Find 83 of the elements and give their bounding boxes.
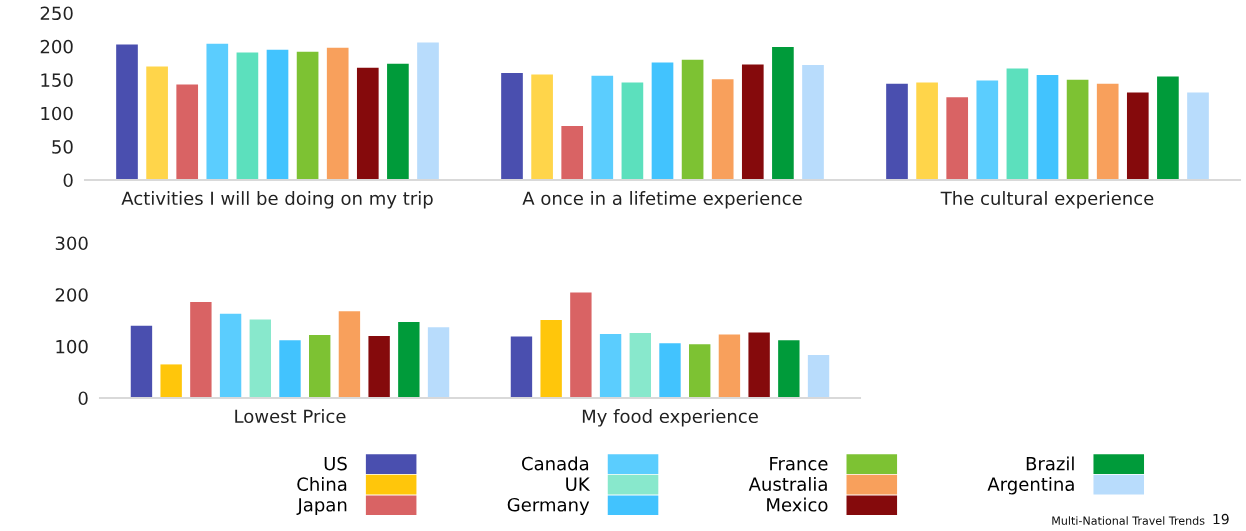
bar [591, 75, 614, 180]
bar [711, 79, 734, 180]
x-tick-label: Lowest Price [235, 409, 346, 424]
y-tick-label: 150 [41, 73, 73, 87]
legend-label: France [770, 456, 828, 471]
bar [160, 364, 182, 398]
bar [1187, 92, 1209, 180]
bar [531, 74, 553, 180]
bar [398, 322, 420, 398]
legend-label: China [297, 477, 347, 491]
bar [621, 82, 644, 180]
bar [219, 313, 242, 398]
bar [387, 63, 409, 180]
bar [116, 44, 138, 180]
bar [748, 332, 770, 398]
bar [266, 49, 289, 180]
legend-label: US [324, 456, 347, 471]
bar [1096, 83, 1119, 180]
legend-label: Australia [748, 477, 827, 491]
bar [206, 43, 229, 180]
bar [130, 325, 153, 398]
bar [1036, 75, 1059, 180]
legend-label: Argentina [987, 477, 1074, 495]
legend-label: Mexico [767, 497, 828, 512]
bar [146, 66, 168, 180]
x-tick-label: My food experience [582, 409, 758, 427]
y-tick-label: 250 [40, 6, 73, 21]
bar [718, 334, 741, 398]
bar [236, 52, 259, 180]
bar [886, 83, 908, 180]
bar [807, 355, 830, 398]
legend-label: Canada [522, 456, 589, 471]
x-tick-label: Activities I will be doing on my trip [121, 191, 433, 209]
x-tick-label: The cultural experience [940, 191, 1154, 209]
bar [417, 42, 439, 180]
y-tick-label: 100 [41, 106, 73, 121]
bar [802, 65, 824, 180]
bar [741, 64, 764, 180]
x-tick-label: A once in a lifetime experience [522, 191, 802, 209]
bar [1066, 79, 1089, 180]
bar [501, 73, 523, 180]
bar [1157, 76, 1179, 180]
text: Multi-National Travel Trends [1052, 516, 1205, 525]
bar [772, 47, 794, 180]
legend-label: Japan [296, 498, 347, 516]
bar [190, 301, 212, 398]
bar [689, 344, 711, 398]
y-tick-label: 200 [55, 288, 88, 302]
bar [296, 51, 319, 180]
bar [570, 292, 592, 398]
bar [368, 336, 390, 398]
legend-label: Germany [507, 497, 590, 516]
bar [778, 340, 800, 398]
y-tick-label: 200 [40, 39, 73, 54]
legend-label: UK [566, 477, 591, 491]
bar [976, 80, 999, 180]
bar [1006, 68, 1029, 180]
bar [599, 333, 622, 398]
bar [338, 311, 361, 398]
bar [510, 336, 533, 398]
y-tick-label: 300 [55, 236, 88, 251]
text: 19 [1213, 513, 1229, 525]
bar [540, 319, 562, 398]
bar [946, 97, 969, 180]
bar [427, 327, 450, 398]
bar [681, 59, 704, 180]
bar [279, 340, 301, 398]
bar [651, 62, 674, 180]
y-tick-label: 0 [63, 173, 73, 188]
bar [561, 125, 584, 180]
y-tick-label: 0 [78, 391, 88, 406]
bar [1126, 92, 1149, 180]
bar [309, 334, 331, 398]
bar [629, 332, 651, 398]
bar [176, 84, 199, 180]
legend-label: Brazil [1026, 456, 1074, 471]
bar [326, 47, 349, 180]
bar [659, 343, 681, 398]
bar [356, 67, 379, 180]
y-tick-label: 50 [52, 140, 73, 154]
y-tick-label: 100 [56, 339, 88, 354]
bar [916, 82, 938, 180]
bar [249, 319, 271, 398]
